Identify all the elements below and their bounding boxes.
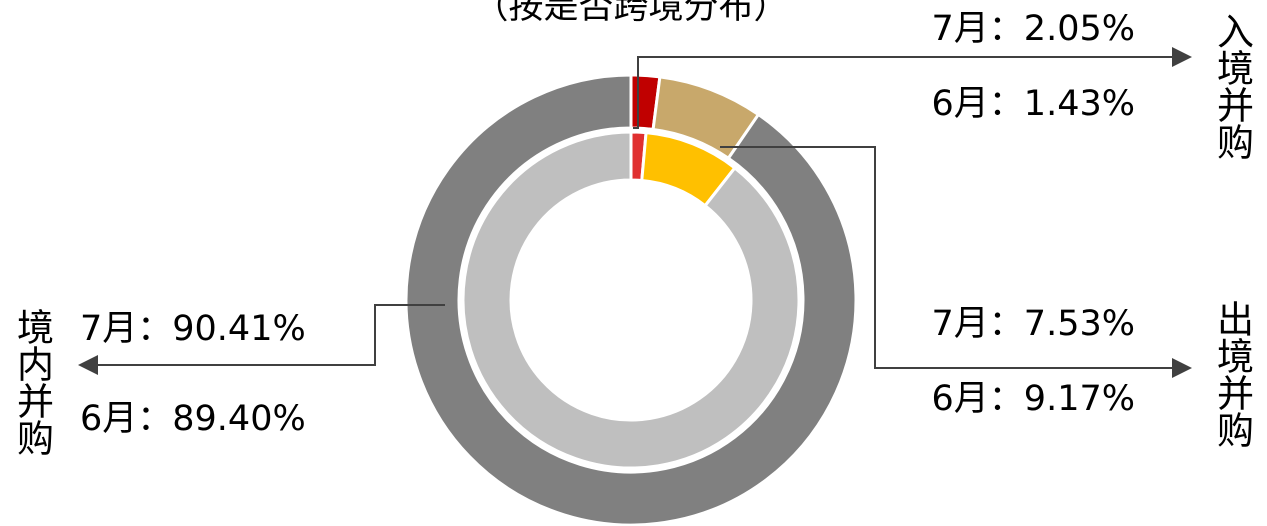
connector <box>720 146 1192 378</box>
slice <box>404 73 858 526</box>
slice <box>461 130 801 470</box>
value-label: 6月：9.17% <box>932 379 1135 419</box>
category-label: 境内并购 <box>11 308 54 456</box>
connector <box>78 304 445 375</box>
category-label: 入境并购 <box>1211 12 1254 160</box>
connector <box>633 47 1192 129</box>
value-label: 7月：2.05% <box>932 9 1135 49</box>
value-label: 7月：7.53% <box>932 304 1135 344</box>
value-label: 7月：90.41% <box>80 309 306 349</box>
value-label: 6月：1.43% <box>932 84 1135 124</box>
value-label: 6月：89.40% <box>80 399 306 439</box>
rings <box>404 73 858 526</box>
chart-title: （按是否跨境分布） <box>473 0 788 27</box>
category-label: 出境并购 <box>1211 300 1254 448</box>
